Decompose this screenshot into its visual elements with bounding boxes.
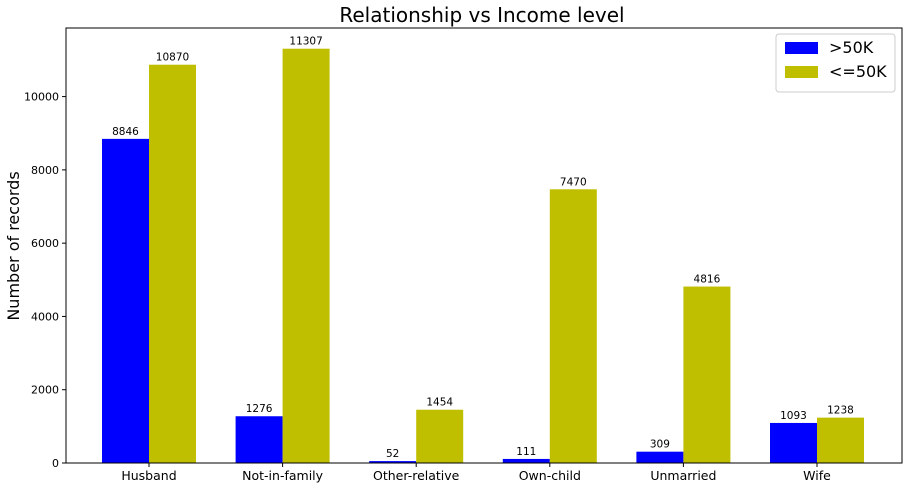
bar-unmarried-series-1: [636, 451, 684, 463]
bar-husband-series-1: [102, 138, 149, 463]
y-tick-label: 10000: [24, 91, 59, 104]
data-label: 10870: [156, 52, 189, 64]
data-label: 11307: [289, 36, 322, 48]
bar-husband-series-2: [149, 64, 196, 464]
x-axis: Husband Not-in-family Other-relative Own-ch…: [121, 463, 831, 483]
data-label: 1093: [780, 410, 807, 422]
bar-other-relative-series-1: [369, 461, 417, 463]
bar-wife-series-1: [770, 422, 817, 463]
chart-title: Relationship vs Income level: [339, 3, 624, 27]
x-tick-label: Not-in-family: [242, 468, 323, 483]
x-tick-label: Husband: [121, 468, 176, 483]
legend-swatch: [785, 66, 818, 78]
bar-not-in-family-series-1: [235, 416, 283, 463]
legend: >50K <=50K: [775, 33, 896, 93]
bar-own-child-series-1: [502, 458, 550, 463]
data-label: 8846: [112, 126, 139, 138]
bar-not-in-family-series-2: [282, 48, 330, 463]
bar-unmarried-series-2: [683, 286, 731, 463]
y-tick-label: 0: [52, 457, 59, 470]
x-tick-label: Unmarried: [650, 468, 716, 483]
data-label: 111: [516, 446, 536, 458]
y-tick-label: 4000: [31, 310, 59, 323]
plot-frame: [65, 27, 903, 464]
data-label: 309: [650, 439, 670, 451]
y-tick-label: 8000: [31, 164, 59, 177]
bar-wife-series-2: [817, 417, 864, 463]
y-tick-label: 2000: [31, 384, 59, 397]
bar-own-child-series-2: [549, 189, 597, 463]
y-axis: 0 2000 4000 6000 8000 10000: [24, 91, 66, 470]
data-label: 4816: [694, 274, 721, 286]
data-label: 1454: [426, 397, 453, 409]
data-label: 52: [386, 448, 399, 460]
legend-swatch: [785, 42, 818, 54]
bars-group: [102, 48, 864, 464]
data-label: 1238: [827, 405, 854, 417]
x-tick-label: Other-relative: [373, 468, 460, 483]
y-tick-label: 6000: [31, 237, 59, 250]
legend-label: >50K: [829, 38, 874, 57]
y-axis-label: Number of records: [4, 171, 23, 320]
bar-other-relative-series-2: [416, 409, 464, 463]
x-tick-label: Wife: [803, 468, 831, 483]
x-tick-label: Own-child: [519, 468, 581, 483]
data-label: 7470: [560, 176, 587, 188]
data-label: 1276: [246, 403, 273, 415]
legend-label: <=50K: [829, 62, 887, 81]
data-labels-group: 8846 1276 52 111 309 1093 10870 11307 1454 7470 48…: [112, 36, 854, 460]
